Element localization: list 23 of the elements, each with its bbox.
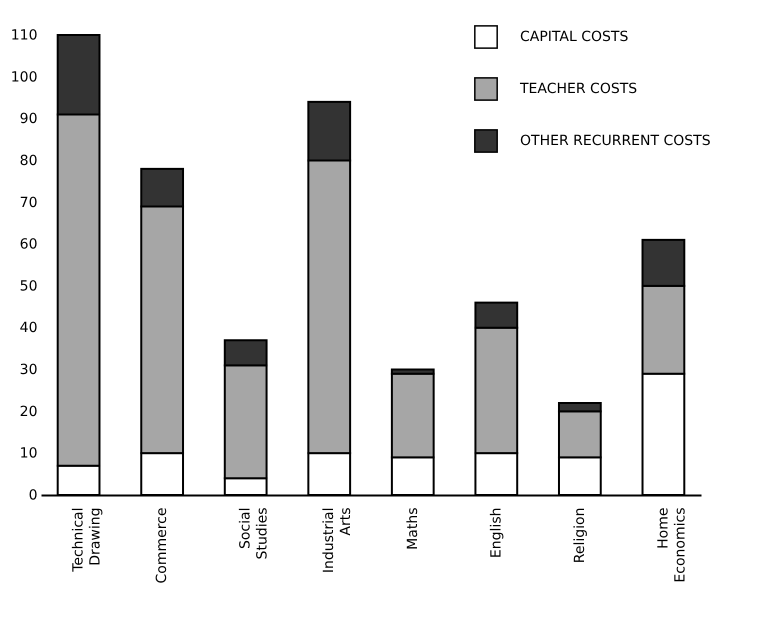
y-tick-label: 30 xyxy=(20,362,38,378)
x-tick-label: Industrial Arts xyxy=(321,508,354,574)
x-tick-label: Maths xyxy=(404,508,421,550)
y-tick-label: 50 xyxy=(20,278,38,294)
y-tick-label: 80 xyxy=(20,152,38,169)
y-tick-label: 110 xyxy=(10,28,38,44)
legend-label: CAPITAL COSTS xyxy=(520,29,628,45)
legend-label: TEACHER COSTS xyxy=(519,81,638,97)
y-tick-label: 20 xyxy=(20,404,38,420)
y-tick-label: 90 xyxy=(20,111,38,128)
x-tick-label: Technical Drawing xyxy=(70,508,104,573)
legend-label: OTHER RECURRENT COSTS xyxy=(520,133,711,149)
y-tick-label: 60 xyxy=(20,236,38,253)
x-tick-label: Social Studies xyxy=(238,508,271,560)
y-tick-label: 10 xyxy=(20,446,38,462)
x-tick-label: English xyxy=(488,508,504,558)
y-tick-label: 100 xyxy=(10,69,38,86)
x-tick-label: Home Economics xyxy=(655,508,688,583)
y-tick-label: 70 xyxy=(20,194,38,211)
y-tick-label: 0 xyxy=(28,488,38,504)
y-tick-label: 40 xyxy=(20,320,38,336)
x-tick-label: Religion xyxy=(572,508,588,564)
x-tick-label: Commerce xyxy=(154,508,170,584)
